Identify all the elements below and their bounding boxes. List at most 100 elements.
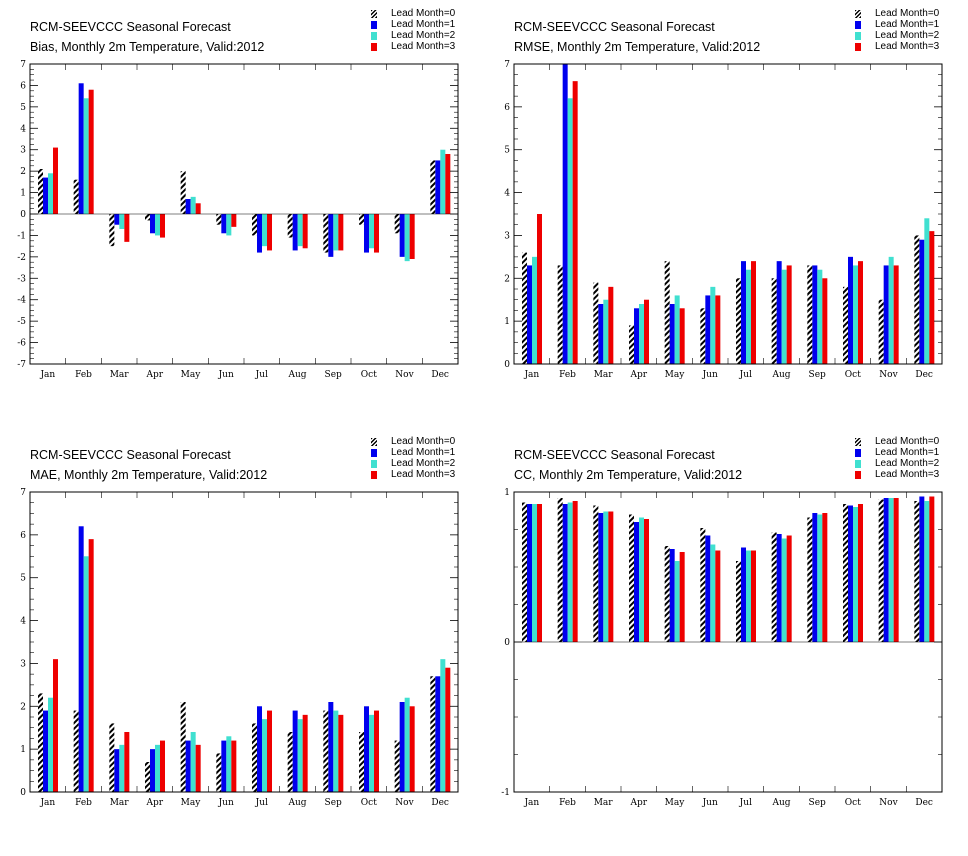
- legend-label: Lead Month=3: [875, 41, 940, 52]
- legend-swatch: [855, 42, 861, 51]
- bar-lead3-jul: [751, 261, 756, 364]
- bar-lead0-feb: [73, 710, 79, 792]
- y-tick-label: -3: [17, 274, 26, 284]
- bar-lead2-jan: [532, 504, 537, 642]
- bar-lead2-jul: [746, 550, 751, 642]
- bar-lead0-apr: [145, 214, 150, 221]
- chart-legend: Lead Month=0 Lead Month=1 Lead Month=2 L…: [371, 436, 455, 480]
- bar-lead0-may: [664, 546, 670, 642]
- bar-lead0-dec: [914, 235, 920, 364]
- bar-lead0-jun: [216, 214, 222, 225]
- bar-lead1-dec: [435, 676, 441, 792]
- bar-lead3-sep: [822, 278, 828, 364]
- bar-lead1-jan: [43, 710, 48, 792]
- bar-lead2-dec: [440, 149, 446, 214]
- bar-lead2-oct: [853, 507, 858, 642]
- bar-lead0-aug: [771, 278, 777, 364]
- chart-legend: Lead Month=0 Lead Month=1 Lead Month=2 L…: [855, 436, 939, 480]
- x-tick-label-apr: Apr: [630, 370, 648, 380]
- bar-lead0-sep: [807, 517, 813, 642]
- bar-lead3-mar: [608, 511, 614, 642]
- bar-lead1-apr: [150, 749, 155, 792]
- bar-lead1-jul: [257, 214, 262, 253]
- bar-lead0-feb: [557, 265, 563, 364]
- bar-lead2-may: [190, 732, 196, 792]
- bar-lead1-jun: [705, 295, 711, 364]
- x-tick-label-nov: Nov: [879, 798, 898, 808]
- y-tick-label: 4: [504, 189, 510, 199]
- bar-lead1-feb: [562, 504, 568, 642]
- bar-lead3-jun: [715, 550, 721, 642]
- plot-frame: [513, 63, 943, 365]
- bar-lead1-feb: [562, 64, 568, 364]
- bar-lead2-apr: [155, 744, 160, 792]
- bar-lead2-jun: [710, 544, 716, 642]
- legend-swatch: [855, 9, 861, 18]
- bar-lead1-may: [185, 199, 191, 214]
- x-tick-label-may: May: [665, 370, 686, 380]
- bar-lead3-nov: [409, 214, 415, 259]
- bar-lead3-oct: [374, 214, 379, 253]
- legend-label: Lead Month=2: [875, 458, 940, 469]
- bar-lead3-may: [679, 552, 685, 642]
- bar-lead1-sep: [812, 513, 818, 642]
- x-tick-label-aug: Aug: [771, 370, 790, 380]
- legend-item-lead0: Lead Month=0: [855, 436, 939, 447]
- bar-lead1-jul: [741, 261, 746, 364]
- bar-lead1-jan: [527, 265, 532, 364]
- x-tick-label-jun: Jun: [218, 370, 234, 380]
- rmse-chart-panel: RCM-SEEVCCC Seasonal Forecast RMSE, Mont…: [484, 0, 968, 428]
- y-tick-label: -7: [17, 360, 26, 370]
- bar-lead0-feb: [557, 498, 563, 642]
- legend-swatch: [371, 42, 377, 51]
- legend-swatch: [855, 448, 861, 457]
- x-tick-label-may: May: [181, 798, 202, 808]
- x-tick-label-jan: Jan: [523, 370, 539, 380]
- y-tick-label: 6: [20, 531, 26, 541]
- bar-lead3-sep: [822, 513, 828, 642]
- bar-lead3-jun: [231, 740, 237, 792]
- x-tick-label-aug: Aug: [771, 798, 790, 808]
- bar-lead2-oct: [369, 214, 374, 249]
- x-tick-label-jan: Jan: [39, 798, 55, 808]
- legend-item-lead2: Lead Month=2: [855, 458, 939, 469]
- bar-lead1-dec: [919, 239, 925, 364]
- legend-label: Lead Month=3: [391, 469, 456, 480]
- bar-lead1-may: [185, 740, 191, 792]
- y-tick-label: 0: [504, 638, 510, 648]
- bar-lead1-jun: [705, 535, 711, 642]
- legend-swatch: [855, 470, 861, 479]
- bar-lead1-mar: [598, 304, 604, 364]
- y-tick-label: 3: [504, 231, 510, 241]
- y-tick-label: 0: [20, 788, 26, 798]
- y-tick-label: 1: [20, 745, 26, 755]
- bar-lead3-may: [195, 203, 201, 214]
- y-tick-label: -5: [17, 317, 26, 327]
- x-tick-label-may: May: [181, 370, 202, 380]
- legend-item-lead3: Lead Month=3: [855, 469, 939, 480]
- bar-lead1-sep: [328, 702, 334, 792]
- rmse-chart-plot: 0 1 2 3 4 5 6 7 Jan Feb Mar Apr May Jun Jul Aug Sep Oct No…: [504, 60, 943, 380]
- chart-subtitle: RMSE, Monthly 2m Temperature, Valid:2012: [514, 40, 761, 54]
- bar-lead0-oct: [359, 732, 364, 792]
- legend-label: Lead Month=0: [875, 436, 940, 447]
- y-tick-label: 7: [504, 60, 510, 70]
- bar-lead0-may: [664, 261, 670, 364]
- y-tick-label: 1: [504, 488, 510, 498]
- bar-lead0-jan: [38, 693, 43, 792]
- bar-lead2-mar: [603, 511, 609, 642]
- bar-lead2-jul: [262, 719, 267, 792]
- x-tick-label-sep: Sep: [325, 370, 342, 380]
- bar-lead2-apr: [639, 517, 644, 642]
- bar-lead0-jun: [700, 308, 706, 364]
- x-tick-label-feb: Feb: [559, 370, 576, 380]
- legend-label: Lead Month=2: [391, 30, 456, 41]
- x-tick-label-sep: Sep: [325, 798, 342, 808]
- bar-lead2-jan: [48, 697, 53, 792]
- bar-lead0-jun: [700, 528, 706, 642]
- bar-lead3-feb: [88, 89, 94, 214]
- bar-lead1-oct: [848, 505, 853, 642]
- bar-lead3-jun: [715, 295, 721, 364]
- plot-frame: [29, 491, 459, 793]
- x-tick-label-mar: Mar: [110, 370, 130, 380]
